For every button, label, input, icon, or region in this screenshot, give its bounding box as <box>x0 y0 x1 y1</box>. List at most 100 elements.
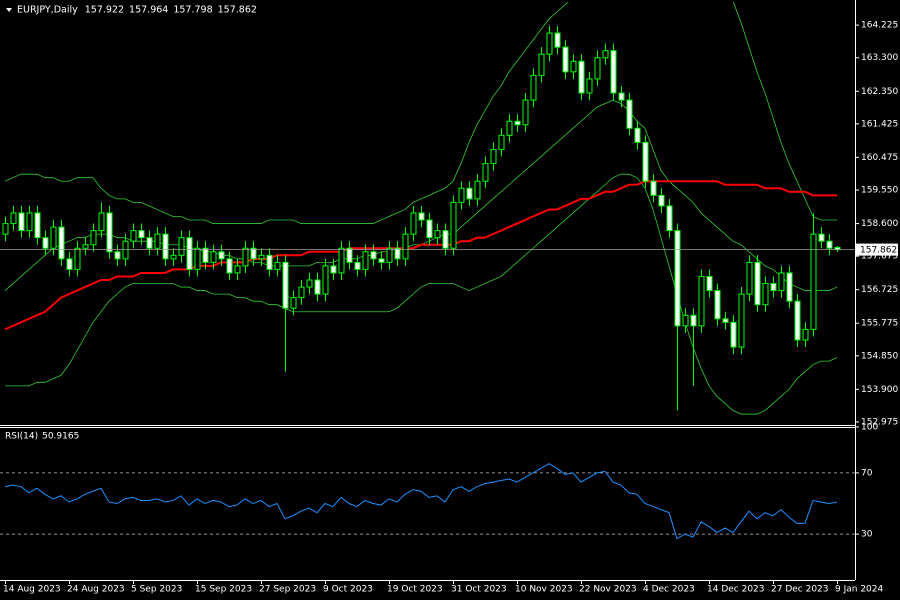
candle-body <box>170 254 177 260</box>
candle-body <box>586 78 593 94</box>
candle-body <box>98 212 105 232</box>
candle-body <box>418 212 425 221</box>
candle-body <box>410 212 417 235</box>
candle-body <box>50 226 57 249</box>
candle-body <box>90 230 97 246</box>
chart-title: EURJPY,Daily <box>17 5 78 16</box>
candle-body <box>154 233 161 249</box>
candle-body <box>10 212 17 225</box>
x-tick-label: 22 Nov 2023 <box>579 585 637 595</box>
candle-body <box>378 258 385 263</box>
candle-body <box>66 258 73 270</box>
candle-body <box>546 32 553 55</box>
candle-body <box>650 180 657 196</box>
candle-body <box>730 321 737 348</box>
candle-body <box>370 251 377 260</box>
candle-body <box>762 283 769 306</box>
candle-body <box>282 261 289 309</box>
candle-body <box>570 60 577 73</box>
candle-body <box>802 328 809 341</box>
candle-body <box>786 272 793 302</box>
candle-body <box>82 244 89 249</box>
candle-body <box>114 251 121 260</box>
candle-body <box>290 297 297 309</box>
y-tick-label: 155.775 <box>861 319 898 329</box>
candle-body <box>634 127 641 143</box>
y-tick-label: 70 <box>861 468 873 478</box>
candle-body <box>754 261 761 306</box>
candle-body <box>250 247 257 260</box>
candle-body <box>810 233 817 330</box>
candle-body <box>626 99 633 129</box>
candle-body <box>122 240 129 260</box>
candle-body <box>458 187 465 203</box>
candle-body <box>106 212 113 253</box>
candle-body <box>506 120 513 136</box>
y-tick-label: 160.475 <box>861 153 898 163</box>
candle-body <box>426 219 433 239</box>
candle-body <box>162 233 169 260</box>
candle-body <box>538 53 545 76</box>
y-tick-label: 153.900 <box>861 385 898 395</box>
candle-body <box>346 247 353 263</box>
x-tick-label: 27 Dec 2023 <box>771 585 829 595</box>
candle-body <box>442 230 449 249</box>
rsi-title: RSI(14) <box>5 432 38 442</box>
candle-body <box>34 212 41 239</box>
rsi-value: 50.9165 <box>42 432 79 442</box>
candle-body <box>698 275 705 327</box>
y-tick-label: 157.675 <box>861 252 898 262</box>
x-tick-label: 5 Sep 2023 <box>131 585 182 595</box>
y-tick-label: 161.425 <box>861 119 898 129</box>
price-tag-label: 157.862 <box>860 246 897 256</box>
candle-body <box>242 247 249 267</box>
candle-body <box>490 148 497 165</box>
candle-body <box>514 120 521 126</box>
price-tag <box>856 243 898 256</box>
candle-body <box>354 261 361 270</box>
candle-body <box>42 237 49 249</box>
header-value: 157.964 <box>129 5 168 16</box>
candle-body <box>658 194 665 207</box>
candle-body <box>402 233 409 260</box>
candle-body <box>746 261 753 295</box>
candle-body <box>554 32 561 48</box>
y-tick-label: 154.850 <box>861 351 898 361</box>
candle-body <box>306 279 313 288</box>
candle-body <box>74 247 81 270</box>
candle-body <box>690 314 697 327</box>
axes: 164.225 163.300 162.350 161.425 160.475 159.5… <box>3 21 898 595</box>
candle-body <box>18 212 25 232</box>
candle-body <box>714 290 721 320</box>
x-tick-label: 19 Oct 2023 <box>387 585 443 595</box>
x-tick-label: 4 Dec 2023 <box>643 585 695 595</box>
y-tick-label: 156.725 <box>861 285 898 295</box>
header-value: 157.862 <box>218 5 257 16</box>
candle-body <box>770 283 777 292</box>
candle-body <box>202 247 209 263</box>
candle-body <box>530 74 537 101</box>
candle-body <box>602 50 609 59</box>
x-tick-label: 15 Sep 2023 <box>195 585 252 595</box>
rsi-line <box>4 463 838 540</box>
header-value: 157.798 <box>173 5 212 16</box>
x-tick-label: 9 Oct 2023 <box>323 585 373 595</box>
x-tick-label: 27 Sep 2023 <box>259 585 316 595</box>
candle-body <box>618 92 625 101</box>
candle-body <box>562 46 569 73</box>
candle-body <box>322 265 329 295</box>
y-tick-label: 100 <box>861 423 878 433</box>
candle-body <box>666 205 673 232</box>
candle-body <box>178 237 185 256</box>
candle-body <box>498 134 505 150</box>
rsi-pane <box>0 463 855 540</box>
candle-body <box>330 265 337 274</box>
candle-body <box>522 99 529 126</box>
candle-body <box>130 230 137 242</box>
candle-body <box>2 223 9 235</box>
candle-body <box>826 240 833 249</box>
candle-body <box>818 233 825 242</box>
y-tick-label: 158.600 <box>861 219 898 229</box>
candle-body <box>258 254 265 260</box>
